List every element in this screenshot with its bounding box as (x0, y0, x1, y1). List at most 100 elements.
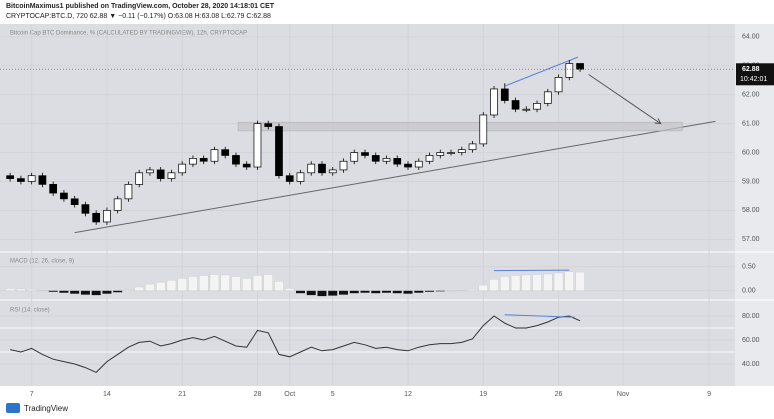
histogram-bar (489, 279, 499, 291)
candle-body (522, 108, 531, 111)
histogram-bar (500, 276, 510, 291)
histogram-bar (338, 290, 348, 295)
candle-body (457, 149, 466, 153)
histogram-bar (274, 281, 284, 292)
histogram-bar (102, 290, 112, 294)
histogram-bar (155, 281, 166, 292)
candle-body (189, 158, 197, 165)
brand-logo (6, 403, 20, 413)
histogram-bar (80, 290, 90, 295)
candle-body (103, 210, 111, 223)
histogram-bar (242, 278, 252, 292)
histogram-bar (435, 290, 445, 292)
x-tick-label: 19 (479, 391, 487, 398)
y-tick-label: 58.00 (742, 207, 760, 214)
y-tick-label: 62.00 (742, 92, 760, 99)
histogram-bar (543, 273, 553, 291)
histogram-bar (382, 290, 392, 293)
candle-body (70, 198, 79, 205)
histogram-bar (37, 290, 48, 292)
x-tick-label: 26 (555, 391, 563, 398)
histogram-bar (564, 271, 575, 292)
brand: TradingView (24, 404, 68, 413)
histogram-bar (26, 289, 37, 291)
candle-body (404, 163, 412, 168)
candle-body (275, 126, 283, 177)
y-tick-label: 40.00 (742, 361, 760, 368)
histogram-bar (467, 289, 478, 291)
candle-body (199, 158, 208, 162)
candle-body (135, 172, 144, 185)
y-tick-label: 64.00 (742, 34, 760, 41)
candle-body (436, 152, 445, 156)
candle-body (38, 175, 47, 185)
candle-body (232, 155, 240, 165)
candle-body (264, 123, 273, 127)
histogram-bar (48, 290, 58, 292)
candle-body (382, 158, 391, 162)
histogram-bar (166, 280, 177, 291)
symbol-line: CRYPTOCAP:BTC.D, 720 62.88 ▼ −0.11 (−0.1… (6, 13, 271, 20)
candle-body (49, 184, 58, 194)
histogram-bar (457, 290, 467, 292)
rsi-title: RSI (14, close) (10, 308, 50, 314)
candle-body (113, 198, 122, 211)
y-tick-label: 80.00 (742, 313, 760, 320)
histogram-bar (145, 283, 155, 291)
candle-body (27, 175, 36, 182)
trend-line (504, 56, 579, 87)
candle-body (371, 155, 380, 162)
candle-body (468, 143, 477, 151)
candle-body (81, 204, 90, 214)
histogram-bar (328, 290, 338, 296)
candle-body (296, 172, 305, 182)
y-tick-label: 60.00 (742, 337, 760, 344)
histogram-bar (295, 290, 305, 294)
histogram-bar (188, 276, 198, 291)
countdown: 10:42:01 (740, 76, 767, 83)
histogram-bar (113, 290, 123, 293)
histogram-bar (306, 290, 316, 296)
histogram-bar (177, 278, 187, 292)
last-price-tag (736, 63, 774, 86)
candle-body (543, 91, 552, 104)
histogram-bar (532, 274, 542, 292)
candle-body (425, 155, 434, 162)
histogram-bar (5, 288, 15, 291)
candle-body (156, 169, 165, 179)
series-title: Bitcoin Cap BTC Dominance, % (CALCULATED… (10, 31, 247, 37)
x-tick-label: 5 (331, 391, 335, 398)
candle-body (490, 88, 498, 116)
x-tick-label: 21 (178, 391, 186, 398)
histogram-bar (252, 275, 263, 292)
candle-body (167, 172, 176, 179)
histogram-bar (371, 290, 381, 294)
trend-line (504, 314, 575, 318)
y-tick-label: 60.00 (742, 149, 760, 156)
candle-body (146, 169, 154, 174)
candle-body (285, 175, 294, 182)
x-tick-label: 28 (254, 391, 262, 398)
histogram-bar (123, 289, 134, 291)
candle-body (124, 184, 133, 200)
histogram-bar (199, 275, 209, 292)
histogram-bar (478, 284, 488, 292)
candle-body (479, 114, 488, 145)
candle-body (565, 63, 574, 78)
x-tick-label: 7 (30, 391, 34, 398)
macd-title: MACD (12, 26, close, 9) (10, 259, 74, 265)
histogram-bar (91, 290, 101, 296)
histogram-bar (231, 276, 241, 291)
plot-background (0, 24, 735, 386)
rsi-line (10, 315, 581, 373)
histogram-bar (521, 274, 531, 291)
histogram-bar (446, 290, 456, 292)
candle-body (447, 152, 455, 154)
histogram-bar (317, 290, 327, 297)
candle-body (178, 163, 187, 174)
y-tick-label: 59.00 (742, 178, 760, 185)
author-line: BitcoinMaximus1 published on TradingView… (6, 3, 275, 10)
candle-body (339, 160, 348, 171)
histogram-bar (392, 290, 402, 294)
candle-body (92, 212, 101, 223)
